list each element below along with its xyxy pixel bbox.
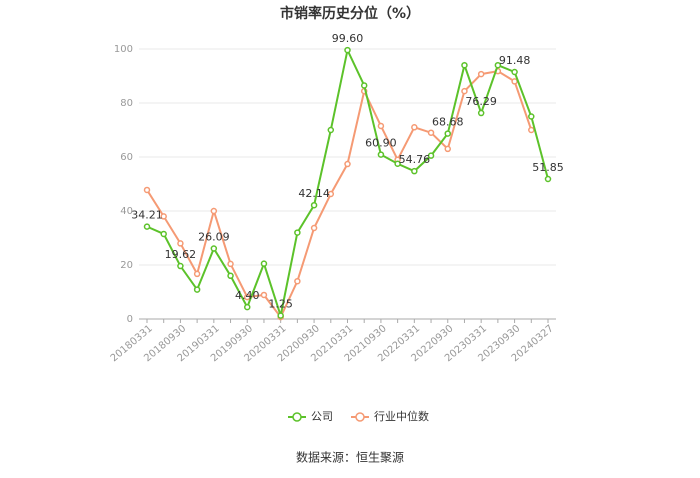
point: [227, 260, 234, 268]
data-label: 1.25: [268, 298, 293, 311]
point: [511, 78, 518, 85]
point: [277, 312, 284, 319]
point: [210, 245, 218, 252]
point: [411, 124, 418, 131]
source: 数据来源：恒生聚源: [296, 450, 404, 465]
y-tick-label: 80: [120, 98, 133, 109]
legend-marker: [355, 412, 365, 422]
point: [444, 130, 451, 137]
legend-label: 公司: [311, 410, 333, 423]
point: [160, 230, 167, 238]
series-line: [146, 46, 549, 320]
point: [160, 213, 167, 220]
data-label: 19.62: [165, 248, 197, 261]
point: [461, 61, 468, 69]
y-tick-label: 40: [120, 206, 133, 217]
series-line: [146, 70, 533, 320]
point: [143, 186, 151, 194]
point: [528, 113, 535, 120]
point: [244, 293, 251, 301]
point: [344, 46, 351, 54]
point: [528, 126, 535, 134]
point: [310, 201, 318, 209]
data-label: 60.90: [365, 137, 397, 150]
point: [477, 109, 485, 117]
point: [544, 175, 552, 183]
point: [427, 129, 435, 136]
data-label: 4.40: [235, 289, 260, 302]
point: [177, 262, 184, 270]
point: [294, 229, 301, 236]
data-label: 51.85: [532, 161, 564, 174]
point: [411, 167, 418, 175]
data-label: 34.21: [131, 209, 163, 222]
legend-marker: [292, 412, 302, 422]
point: [377, 122, 385, 130]
point: [477, 70, 485, 78]
legend-label: 行业中位数: [374, 409, 429, 423]
point: [260, 291, 268, 299]
point: [193, 286, 201, 293]
point: [344, 160, 351, 168]
chart-title: 市销率历史分位（%）: [280, 5, 420, 22]
point: [143, 223, 151, 230]
point: [511, 68, 518, 76]
point: [244, 303, 251, 311]
y-tick-label: 0: [127, 314, 133, 325]
data-label: 99.60: [332, 32, 364, 45]
point: [193, 270, 201, 278]
y-tick-label: 20: [120, 260, 133, 271]
data-label: 76.29: [465, 95, 497, 108]
point: [260, 260, 268, 267]
point: [327, 126, 335, 134]
data-label: 68.68: [432, 116, 464, 129]
point: [227, 272, 234, 280]
point: [310, 224, 318, 232]
data-label: 42.14: [298, 187, 330, 200]
point: [327, 190, 335, 198]
point: [444, 145, 451, 153]
y-tick-label: 60: [120, 152, 133, 163]
point: [210, 207, 218, 215]
point: [177, 240, 184, 247]
point: [461, 87, 468, 95]
point: [360, 82, 368, 89]
data-label: 91.48: [499, 54, 531, 67]
data-label: 26.09: [198, 231, 230, 244]
point: [494, 61, 502, 69]
point: [377, 151, 385, 158]
point: [394, 160, 401, 167]
point: [294, 277, 301, 285]
data-label: 54.76: [399, 153, 431, 166]
y-tick-label: 100: [114, 44, 133, 55]
point: [427, 152, 435, 159]
